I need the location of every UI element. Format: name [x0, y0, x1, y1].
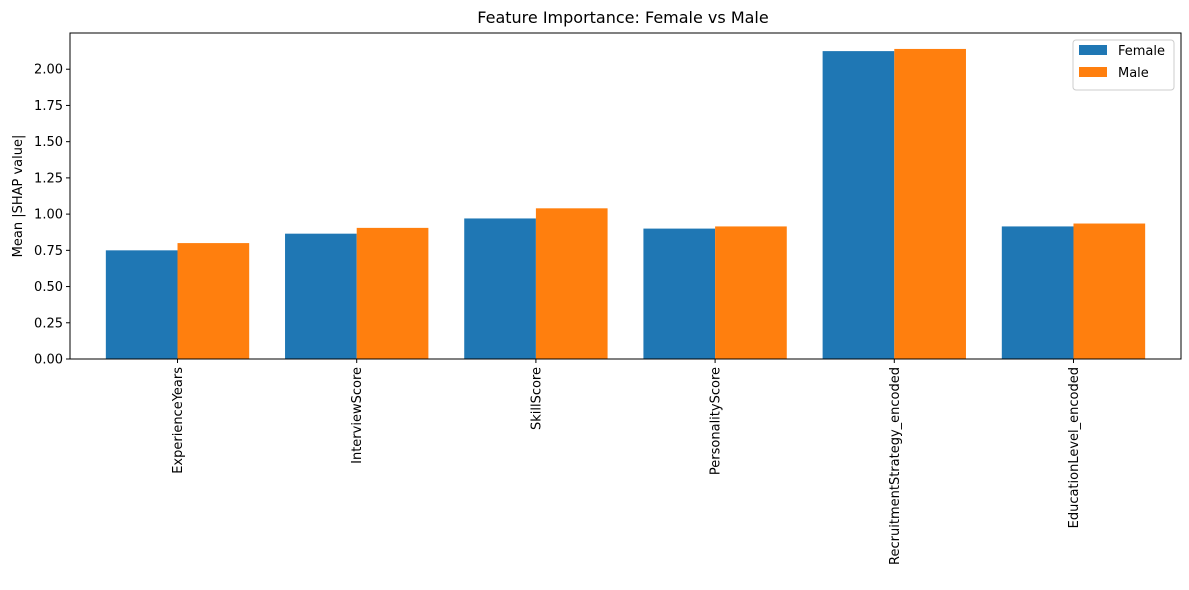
y-tick-label: 0.75 [34, 244, 63, 259]
bar-female-1 [285, 233, 357, 359]
bar-female-4 [822, 51, 895, 359]
x-tick-label: SkillScore [529, 367, 544, 430]
y-tick-label: 0.50 [34, 280, 63, 295]
x-tick-label: PersonalityScore [709, 367, 724, 475]
bar-male-5 [1073, 223, 1146, 359]
bars-group [105, 48, 1146, 360]
bar-male-3 [715, 226, 787, 359]
y-tick-label: 1.00 [34, 208, 63, 223]
legend-swatch-male [1079, 67, 1107, 77]
bar-female-2 [464, 218, 536, 359]
y-axis-label: Mean |SHAP value| [11, 135, 26, 258]
chart-title: Feature Importance: Female vs Male [477, 8, 768, 27]
bar-male-0 [177, 243, 250, 359]
bar-female-3 [643, 228, 716, 359]
legend: Female Male [1072, 39, 1175, 91]
bar-male-2 [535, 208, 608, 359]
x-tick-label: EducationLevel_encoded [1067, 367, 1082, 528]
bar-male-1 [356, 227, 429, 359]
y-tick-label: 0.00 [34, 353, 63, 368]
x-tick-label: InterviewScore [350, 367, 365, 464]
y-tick-label: 1.50 [34, 135, 63, 150]
x-tick-label: ExperienceYears [171, 367, 186, 474]
x-tick-label: RecruitmentStrategy_encoded [888, 367, 903, 565]
y-ticks-group: 0.00 0.25 0.50 0.75 1.00 1.25 1.50 1.75 2.00 [34, 63, 70, 368]
y-tick-label: 1.25 [34, 171, 63, 186]
bar-female-0 [105, 250, 178, 359]
legend-swatch-female [1079, 45, 1107, 55]
y-tick-label: 1.75 [34, 99, 63, 114]
bar-male-4 [894, 48, 966, 360]
y-tick-label: 0.25 [34, 316, 63, 331]
legend-label-male: Male [1118, 66, 1149, 81]
y-tick-label: 2.00 [34, 63, 63, 78]
legend-label-female: Female [1118, 44, 1165, 59]
x-ticks-group: ExperienceYears InterviewScore SkillScore P… [171, 359, 1082, 565]
plot-frame [69, 32, 1182, 360]
bar-female-5 [1001, 226, 1074, 359]
